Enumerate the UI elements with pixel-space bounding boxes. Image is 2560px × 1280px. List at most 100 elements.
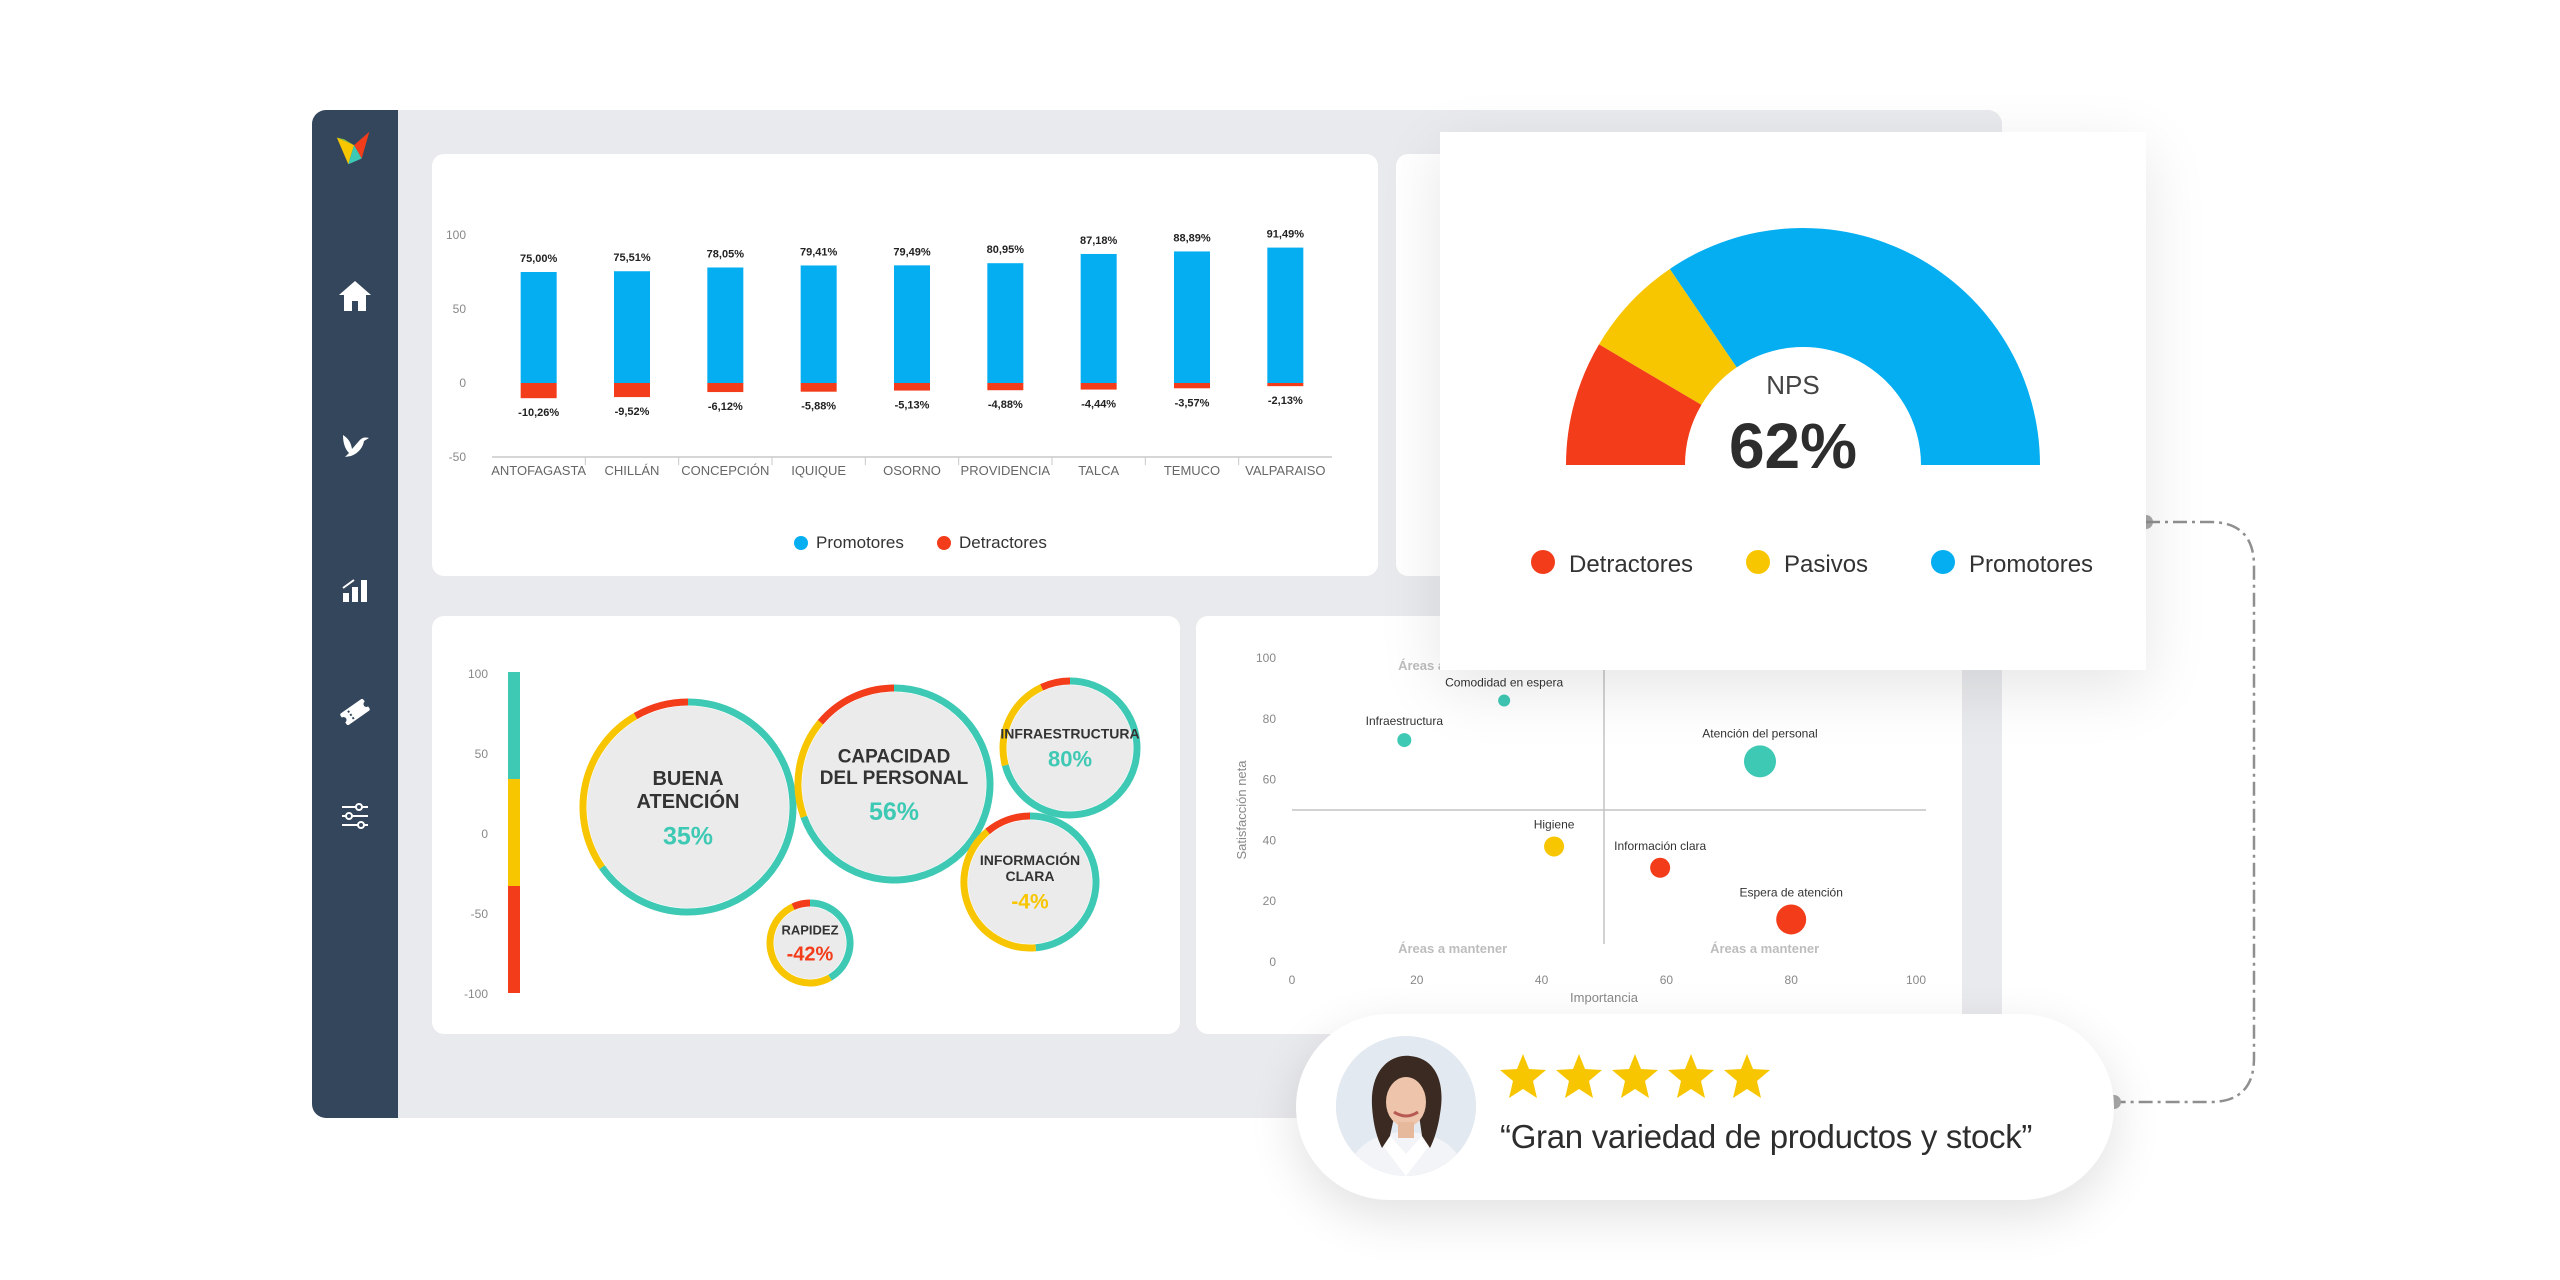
x-tick-label: PROVIDENCIA	[961, 463, 1051, 478]
ticket-icon[interactable]	[333, 690, 377, 734]
bar-promotores	[520, 272, 557, 383]
data-label-detractores: -5,88%	[801, 401, 836, 413]
bubble-ring-segment	[579, 713, 638, 870]
y-tick-label: 50	[453, 302, 467, 316]
data-label-promotores: 91,49%	[1267, 229, 1305, 241]
legend-marker-promotores	[794, 536, 808, 550]
y-tick-label: 60	[1263, 773, 1277, 787]
sidebar	[312, 110, 398, 1118]
bubble-ring-segment	[1001, 677, 1141, 819]
bubble-value: -42%	[787, 943, 834, 965]
quadrant-label: Áreas a mantener	[1710, 941, 1819, 956]
scale-segment-negative	[508, 886, 520, 993]
bar-chart: 100 50 0 -50 75,00% -10,26% ANTOFAGASTA 75,51% -…	[446, 228, 1332, 552]
bar-promotores	[894, 265, 930, 383]
x-tick-label: 20	[1410, 973, 1424, 987]
nps-value: 62%	[1729, 410, 1857, 482]
bar-detractores	[1174, 383, 1210, 389]
bubble-ring-segment	[794, 720, 824, 819]
bubble-ring-segment	[766, 903, 832, 987]
bubble-ring-segment	[1029, 812, 1100, 952]
y-axis-label: Satisfacción neta	[1234, 760, 1249, 860]
bar-chart-icon[interactable]	[333, 568, 377, 612]
data-label-detractores: -6,12%	[708, 401, 743, 413]
bubble-ring-segment	[999, 684, 1044, 767]
nps-gauge: NPS 62% Detractores Pasivos Promotores	[1531, 227, 2093, 578]
bubble-ring-segment	[960, 828, 1037, 952]
data-label-detractores: -4,44%	[1081, 399, 1116, 411]
rating-stars	[1498, 1052, 1772, 1100]
scatter-point	[1397, 733, 1412, 748]
bar-promotores	[800, 265, 837, 383]
scale-tick-label: 0	[481, 827, 488, 841]
data-label-detractores: -3,57%	[1175, 397, 1210, 409]
x-tick-label: CHILLÁN	[605, 463, 660, 478]
bar-chart-card: 100 50 0 -50 75,00% -10,26% ANTOFAGASTA 75,51% -…	[432, 154, 1378, 576]
data-label-detractores: -2,13%	[1268, 395, 1303, 407]
bubble-label: ATENCIÓN	[637, 789, 740, 813]
data-label-detractores: -5,13%	[895, 400, 930, 412]
bar-detractores	[894, 383, 930, 391]
bubble-ring-segment	[985, 812, 1031, 835]
logo-icon[interactable]	[333, 126, 377, 170]
x-tick-label: VALPARAISO	[1245, 463, 1325, 478]
legend-label: Pasivos	[1784, 551, 1868, 578]
bubble-label: BUENA	[652, 768, 723, 790]
y-tick-label: 0	[459, 376, 466, 390]
y-tick-label: 0	[1269, 955, 1276, 969]
bubble	[774, 907, 846, 979]
scatter-point-label: Atención del personal	[1702, 726, 1817, 740]
data-label-detractores: -4,88%	[988, 399, 1023, 411]
x-tick-label: 40	[1535, 973, 1549, 987]
bird-icon[interactable]	[333, 422, 377, 466]
data-label-promotores: 87,18%	[1080, 235, 1118, 247]
nps-card: NPS 62% Detractores Pasivos Promotores	[1440, 132, 2146, 670]
x-tick-label: TALCA	[1078, 463, 1119, 478]
x-tick-label: 0	[1289, 973, 1296, 987]
scatter-chart-card: 0 20 40 60 80 100 0 20 40 60 80 100 Importancia Satis…	[1196, 616, 1962, 1034]
bubble	[968, 820, 1092, 944]
bar-promotores	[987, 263, 1024, 383]
bubble	[587, 706, 789, 908]
scale-segment-neutral	[508, 779, 520, 886]
x-tick-label: IQUIQUE	[791, 463, 846, 478]
bar-promotores	[1267, 247, 1304, 383]
avatar	[1336, 1036, 1476, 1176]
scatter-point	[1544, 836, 1565, 857]
x-tick-label: 60	[1660, 973, 1674, 987]
quadrant-label: Áreas a	[1398, 658, 1446, 673]
bubble-label: CAPACIDAD	[838, 746, 951, 767]
star-icon	[1556, 1054, 1602, 1098]
scatter-point	[1498, 694, 1511, 707]
legend-marker-detractores	[937, 536, 951, 550]
data-label-promotores: 88,89%	[1173, 232, 1211, 244]
scatter-point-label: Infraestructura	[1366, 714, 1444, 728]
y-tick-label: 80	[1263, 712, 1277, 726]
scale-tick-label: 50	[475, 747, 489, 761]
scatter-point-label: Higiene	[1534, 817, 1575, 831]
star-icon	[1500, 1054, 1546, 1098]
bubble-label: RAPIDEZ	[781, 922, 838, 937]
bar-detractores	[1267, 383, 1304, 387]
bar-detractores	[800, 383, 837, 392]
scatter-point-label: Espera de atención	[1739, 885, 1842, 899]
scatter-point	[1776, 904, 1807, 935]
bubble-value: 56%	[869, 798, 919, 826]
home-icon[interactable]	[333, 274, 377, 318]
data-label-detractores: -10,26%	[518, 407, 559, 419]
y-tick-label: 100	[446, 228, 466, 242]
bubble-label: INFORMACIÓN	[980, 851, 1080, 868]
bubble-ring-segment	[633, 698, 689, 720]
sliders-icon[interactable]	[333, 794, 377, 838]
bar-detractores	[1080, 383, 1117, 390]
gauge-slice	[1669, 227, 2040, 465]
legend-label-promotores: Promotores	[816, 533, 904, 552]
star-icon	[1724, 1054, 1770, 1098]
bubble-ring-segment	[1040, 677, 1071, 691]
legend-label: Detractores	[1569, 551, 1693, 578]
data-label-promotores: 75,51%	[613, 252, 651, 264]
y-tick-label: -50	[449, 450, 467, 464]
bubble	[1007, 685, 1133, 811]
bubble-ring-segment	[791, 899, 811, 910]
